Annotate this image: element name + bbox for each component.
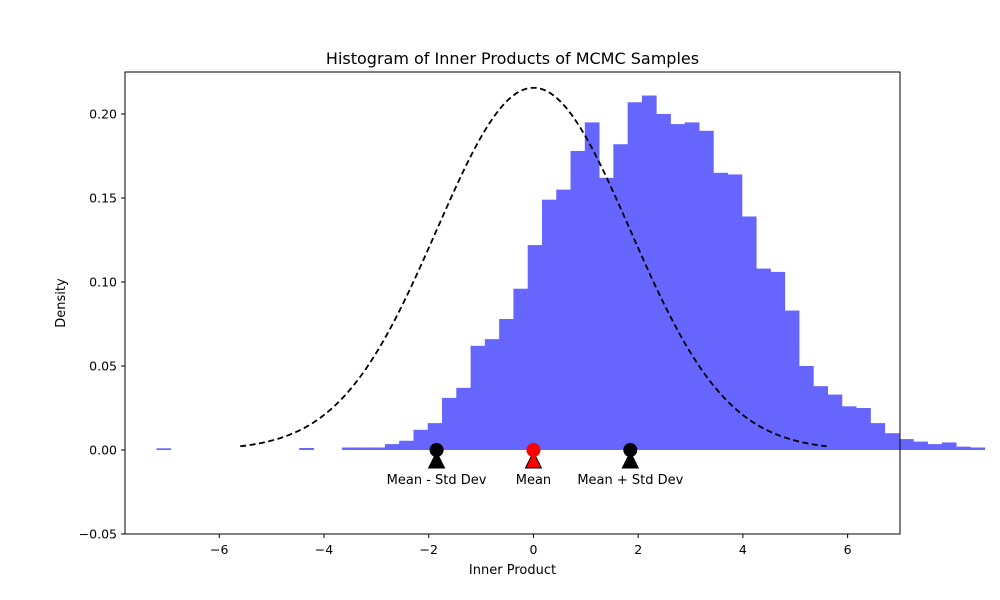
histogram-bar	[770, 271, 786, 450]
annotation-label: Mean + Std Dev	[577, 473, 683, 488]
histogram-bar	[370, 447, 386, 450]
histogram-bar	[584, 122, 600, 451]
annotations-layer: Mean - Std Dev Mean Mean + Std Dev	[387, 443, 684, 488]
histogram-bar	[784, 310, 800, 450]
x-axis-title: Inner Product	[469, 563, 556, 578]
x-tick-label: 2	[634, 542, 642, 557]
histogram-bar	[741, 216, 757, 450]
histogram-bar	[541, 199, 557, 450]
y-axis-ticks: −0.05 0.00 0.05 0.10 0.15 0.20	[79, 107, 125, 542]
annotation-label: Mean	[516, 473, 551, 488]
histogram-bar	[556, 189, 571, 450]
y-tick-label: 0.05	[89, 359, 117, 374]
annotation-label: Mean - Std Dev	[387, 473, 487, 488]
histogram-bar	[384, 444, 400, 450]
histogram-bar	[427, 423, 443, 450]
histogram-bar	[813, 386, 828, 450]
x-tick-label: −6	[210, 542, 228, 557]
histogram-bar	[898, 439, 914, 450]
annotation-arrow	[427, 450, 446, 469]
histogram-bar	[527, 245, 543, 450]
histogram-bar	[356, 447, 372, 450]
histogram-bar	[456, 387, 471, 450]
axes-frame	[124, 71, 901, 535]
histogram-bar	[627, 102, 643, 451]
histogram-bar	[442, 397, 457, 450]
histogram-bar	[599, 177, 614, 450]
histogram-bar	[799, 366, 814, 450]
x-tick-label: 6	[844, 542, 852, 557]
histogram-bar	[513, 288, 529, 450]
histogram-bar	[927, 444, 943, 450]
histogram-bar	[941, 442, 957, 450]
histogram-bar	[727, 174, 743, 451]
histogram-bar	[699, 130, 714, 451]
histogram-bar	[613, 144, 629, 451]
x-tick-label: 0	[529, 542, 537, 557]
histogram-bar	[827, 394, 843, 450]
annotation-marker	[526, 443, 541, 457]
histogram-bar	[913, 441, 928, 450]
histogram-bar	[499, 318, 514, 450]
histogram-bar	[656, 114, 671, 450]
histogram-bar	[841, 406, 857, 450]
histogram-bar	[570, 150, 586, 450]
y-tick-label: 0.20	[89, 107, 117, 122]
annotation-arrow	[621, 450, 640, 469]
histogram-bar	[342, 447, 357, 450]
histogram-bar	[670, 124, 686, 450]
curve-layer	[240, 86, 827, 448]
normal-fit-curve	[240, 86, 827, 448]
x-axis-ticks: −6 −4 −2 0 2 4 6	[210, 534, 852, 557]
histogram-bar	[970, 447, 986, 450]
histogram-bar	[884, 433, 900, 450]
annotation-arrow	[524, 450, 543, 469]
histogram-bar	[399, 440, 414, 450]
bars-layer	[156, 95, 986, 451]
histogram-bar	[484, 339, 500, 450]
y-tick-label: 0.10	[89, 275, 117, 290]
histogram-bar	[684, 122, 700, 451]
x-tick-label: −2	[419, 542, 437, 557]
histogram-bar	[641, 95, 657, 451]
histogram-bar	[856, 408, 871, 450]
chart-title: Histogram of Inner Products of MCMC Samp…	[326, 49, 699, 68]
x-tick-label: 4	[739, 542, 747, 557]
y-tick-label: 0.00	[89, 443, 117, 458]
histogram-bar	[756, 268, 771, 450]
annotation-marker	[429, 443, 444, 457]
annotation-marker	[623, 443, 638, 457]
histogram-bar	[156, 448, 172, 450]
histogram-bar	[713, 172, 729, 451]
histogram-bar	[470, 345, 486, 450]
y-axis-title: Density	[54, 278, 69, 328]
histogram-bar	[413, 429, 429, 450]
histogram-bar	[870, 423, 886, 450]
y-tick-label: −0.05	[79, 527, 117, 542]
histogram-bar	[299, 447, 314, 450]
histogram-bar	[956, 446, 971, 450]
y-tick-label: 0.15	[89, 191, 117, 206]
x-tick-label: −4	[315, 542, 333, 557]
